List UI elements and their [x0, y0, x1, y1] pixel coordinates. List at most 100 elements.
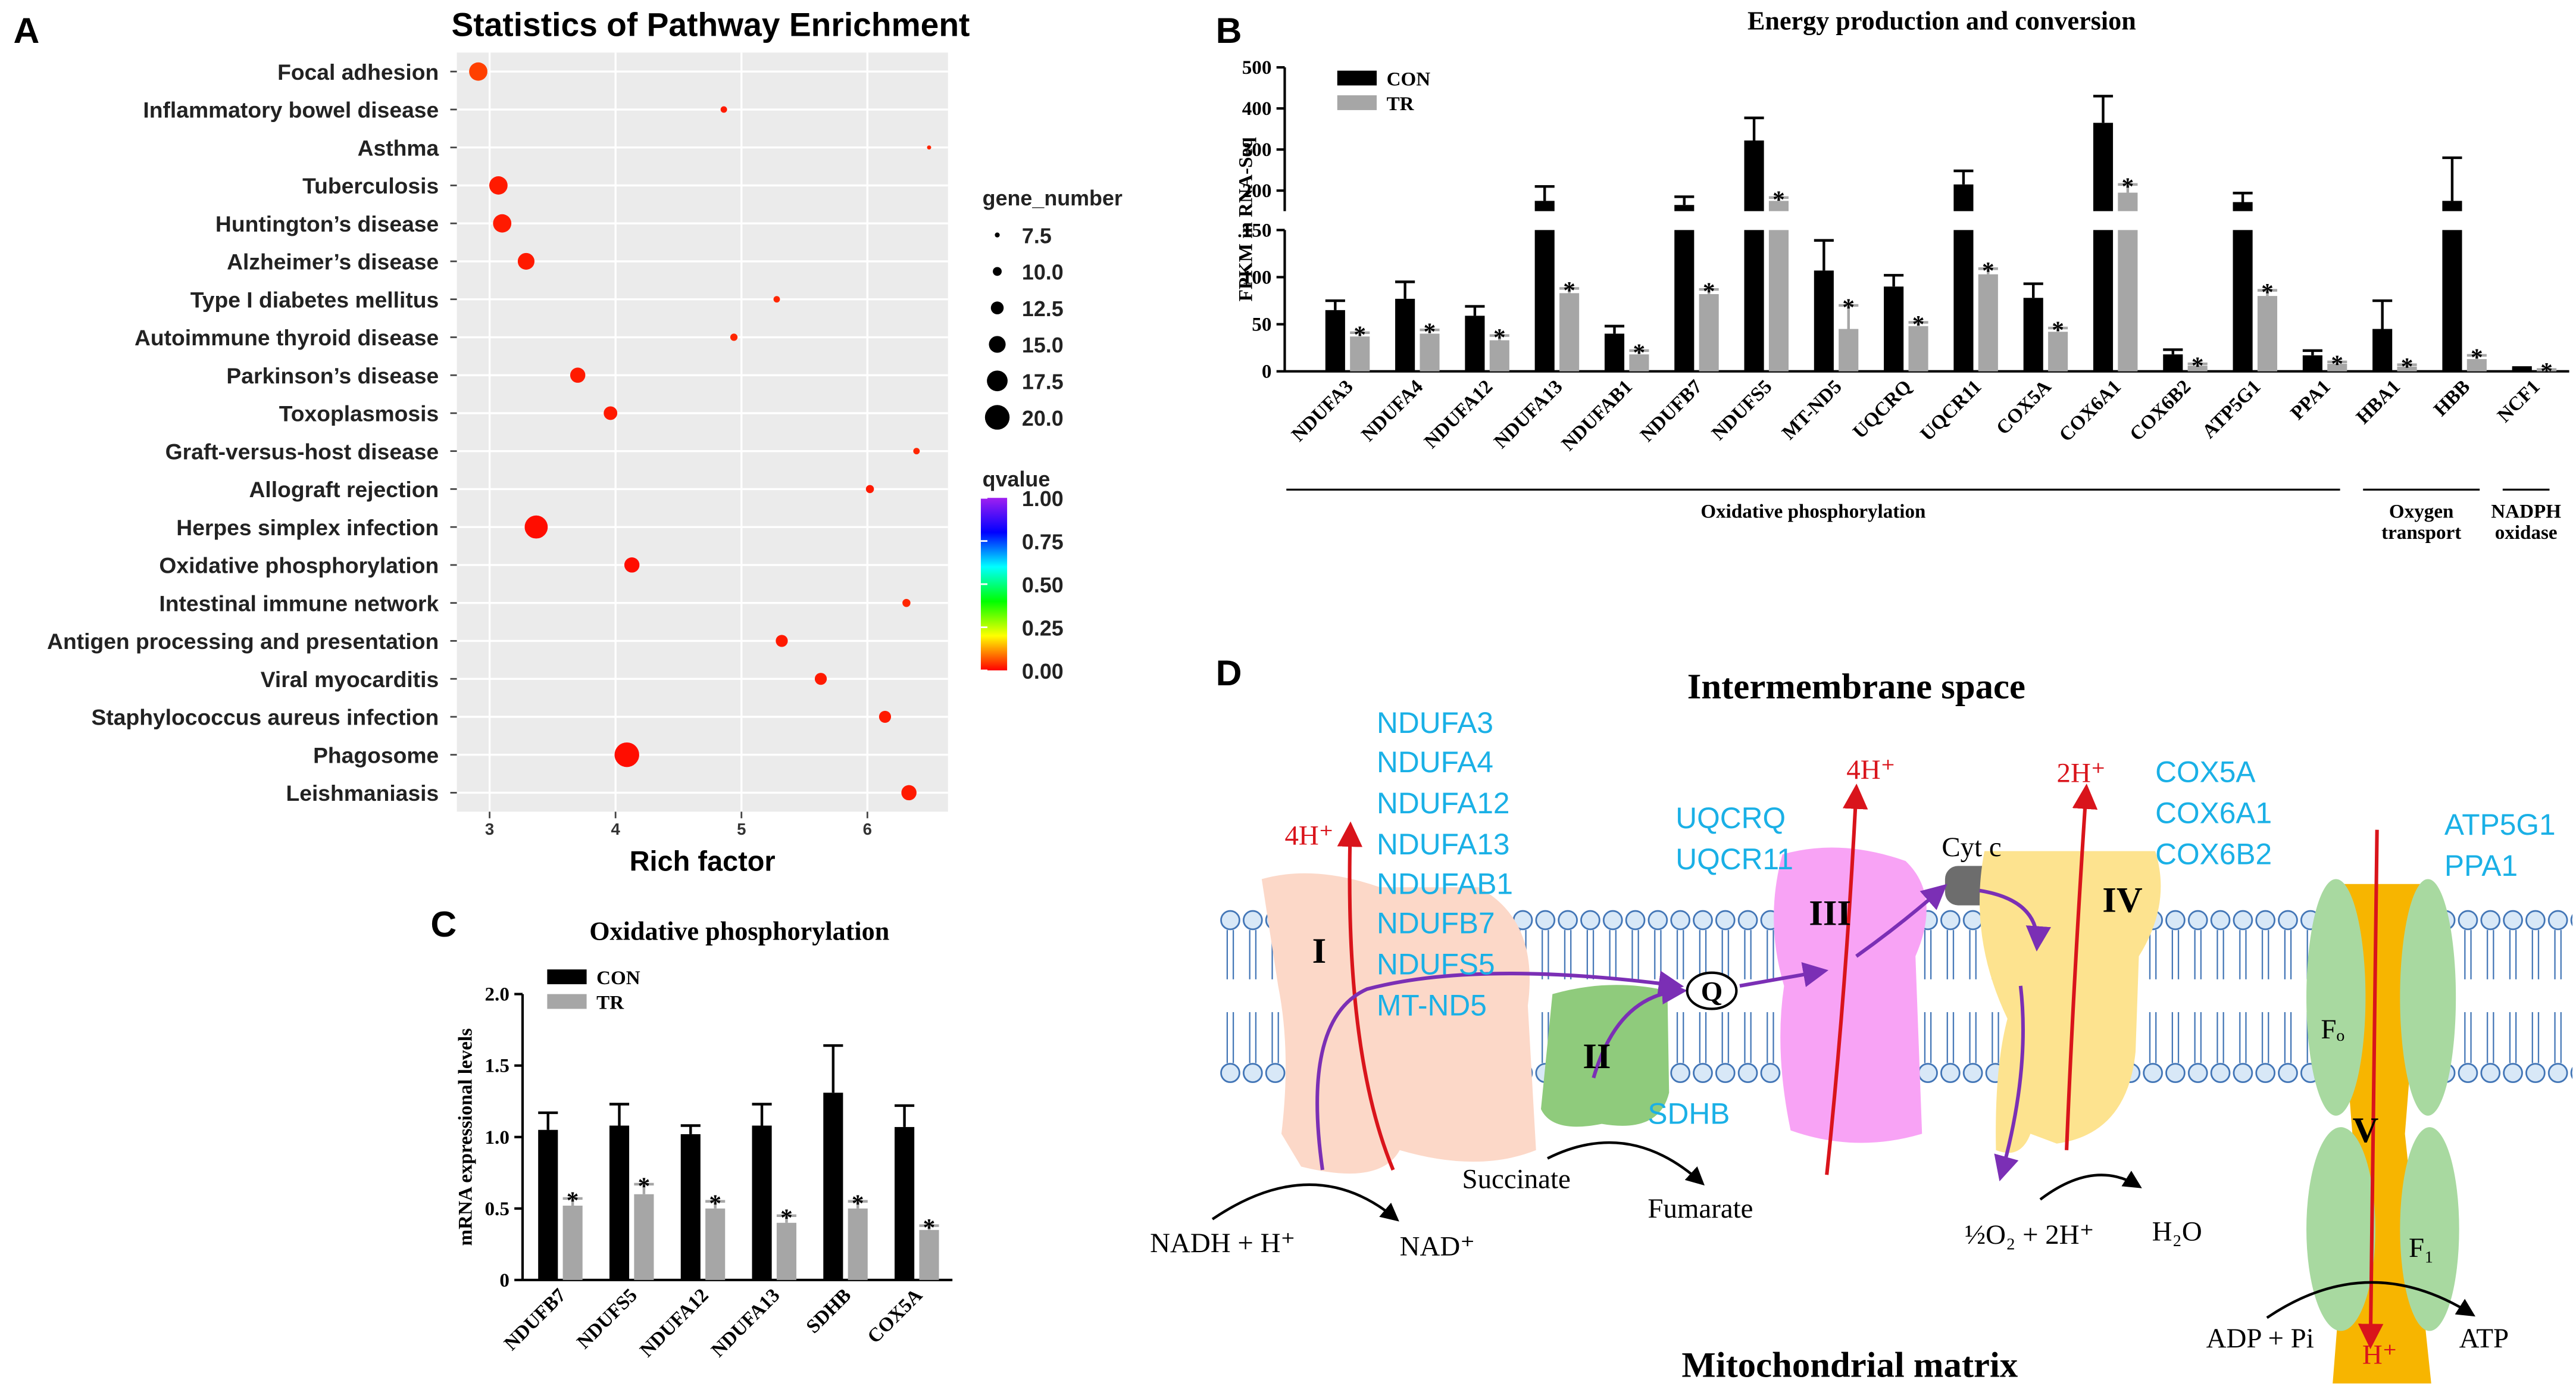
- gene-label: ATP5G1: [2444, 808, 2556, 841]
- error-bar: [1744, 116, 1764, 141]
- y-tick-label: Phagosome: [313, 742, 439, 767]
- bubble: [489, 176, 508, 195]
- metabolite-label: Succinate: [1462, 1163, 1571, 1194]
- gene-label: UQCR11: [1675, 842, 1793, 876]
- x-tick-label: NDUFA13: [707, 1284, 784, 1362]
- legend-swatch: [547, 969, 587, 985]
- proton-arrow: [1825, 784, 1868, 1175]
- y-tick-label: Asthma: [358, 135, 439, 160]
- y-tick-label: Toxoplasmosis: [279, 401, 439, 426]
- y-tick-label: 2.0: [485, 984, 509, 1006]
- bar: [2093, 123, 2114, 372]
- legend-label: CON: [596, 967, 640, 989]
- panel-label: A: [13, 10, 39, 51]
- x-tick-label: 6: [863, 820, 872, 838]
- error-bar: [1699, 288, 1719, 294]
- complex-iv: [1980, 851, 2161, 1153]
- panel-label: B: [1216, 10, 1242, 51]
- x-tick-label: NDUFA3: [1287, 376, 1358, 446]
- y-tick-label: Allograft rejection: [249, 477, 439, 502]
- electron-arrow: [1979, 888, 2052, 952]
- bar: [1908, 326, 1928, 372]
- legend-bubble: [995, 232, 1000, 238]
- error-bar: [680, 1124, 701, 1134]
- bubble: [614, 742, 639, 767]
- significance-mark: *: [2401, 352, 2414, 380]
- plot-background: [457, 52, 948, 812]
- bar: [1629, 354, 1649, 372]
- electron-arrow: [1994, 985, 2025, 1182]
- x-tick-label: NCF1: [2493, 376, 2544, 427]
- bar: [1814, 270, 1834, 372]
- y-tick-label: Inflammatory bowel disease: [143, 98, 439, 123]
- y-tick-label: 1.5: [485, 1055, 509, 1077]
- legend-label: TR: [1387, 93, 1415, 115]
- bar: [1674, 205, 1695, 372]
- bar: [1350, 336, 1370, 372]
- bar: [752, 1125, 772, 1280]
- bubble: [604, 406, 618, 420]
- bubble: [814, 673, 827, 685]
- bar: [2023, 298, 2043, 372]
- error-bar: [1325, 299, 1345, 310]
- y-tick-label: 1.0: [485, 1126, 509, 1149]
- group-label: oxidase: [2495, 522, 2558, 544]
- gene-label: COX5A: [2155, 756, 2256, 789]
- y-tick-label: 400: [1242, 98, 1272, 120]
- metabolite-label: NADH + H⁺: [1150, 1228, 1295, 1259]
- complex-v-f1: [2306, 1127, 2375, 1331]
- bar: [705, 1208, 726, 1280]
- y-tick-label: 300: [1242, 139, 1272, 161]
- electron-arrow: [1592, 979, 1687, 1079]
- bar: [848, 1208, 868, 1280]
- significance-mark: *: [2540, 357, 2553, 385]
- reaction-arrow: [1211, 1183, 1399, 1222]
- y-tick-label: Alzheimer’s disease: [227, 249, 439, 274]
- error-bar: [1884, 274, 1904, 287]
- x-tick-label: NDUFS5: [1708, 376, 1777, 445]
- y-tick-label: Viral myocarditis: [261, 667, 439, 692]
- x-tick-label: NDUFAB1: [1557, 376, 1637, 455]
- legend-label: 20.0: [1022, 407, 1064, 430]
- x-tick-label: NDUFS5: [573, 1284, 642, 1353]
- bubble: [730, 333, 738, 341]
- y-tick-label: Parkinson’s disease: [226, 363, 439, 388]
- error-bar: [562, 1197, 583, 1206]
- reaction-arrow: [2266, 1281, 2475, 1319]
- bar: [2397, 366, 2417, 372]
- significance-mark: *: [567, 1187, 579, 1214]
- x-tick-label: NDUFA13: [1490, 376, 1567, 453]
- legend-label: 10.0: [1022, 261, 1064, 285]
- error-bar: [2397, 363, 2417, 367]
- significance-mark: *: [1703, 277, 1715, 305]
- error-bar: [1953, 169, 1974, 185]
- y-axis-title: mRNA expressional levels: [454, 1028, 476, 1246]
- error-bar: [2023, 282, 2043, 298]
- bubble: [624, 557, 640, 573]
- error-bar: [705, 1200, 726, 1209]
- complex-i: [1261, 873, 1536, 1174]
- gene-label: NDUFS5: [1377, 948, 1495, 981]
- complex-label: II: [1583, 1037, 1611, 1076]
- error-bar: [823, 1044, 843, 1093]
- reaction-arrow: [1547, 1141, 1705, 1186]
- significance-mark: *: [923, 1213, 936, 1241]
- electron-arrow: [1315, 970, 1684, 1171]
- significance-mark: *: [2471, 343, 2483, 370]
- proton-arrow: [2358, 829, 2384, 1349]
- error-bar: [2537, 368, 2557, 371]
- error-bar: [1768, 196, 1789, 201]
- error-bar: [1350, 331, 1370, 337]
- y-tick-label: Oxidative phosphorylation: [159, 553, 439, 578]
- x-tick-label: UQCRQ: [1849, 376, 1916, 443]
- complex-label: IV: [2102, 881, 2143, 920]
- bar: [823, 1093, 843, 1280]
- gene-label: NDUFA4: [1377, 745, 1493, 779]
- y-tick-label: 500: [1242, 57, 1272, 79]
- metabolite-label: NAD⁺: [1400, 1231, 1475, 1262]
- x-tick-label: NDUFB7: [1636, 376, 1707, 447]
- x-tick-label: HBA1: [2352, 376, 2405, 429]
- proton-label: 4H⁺: [1846, 754, 1895, 785]
